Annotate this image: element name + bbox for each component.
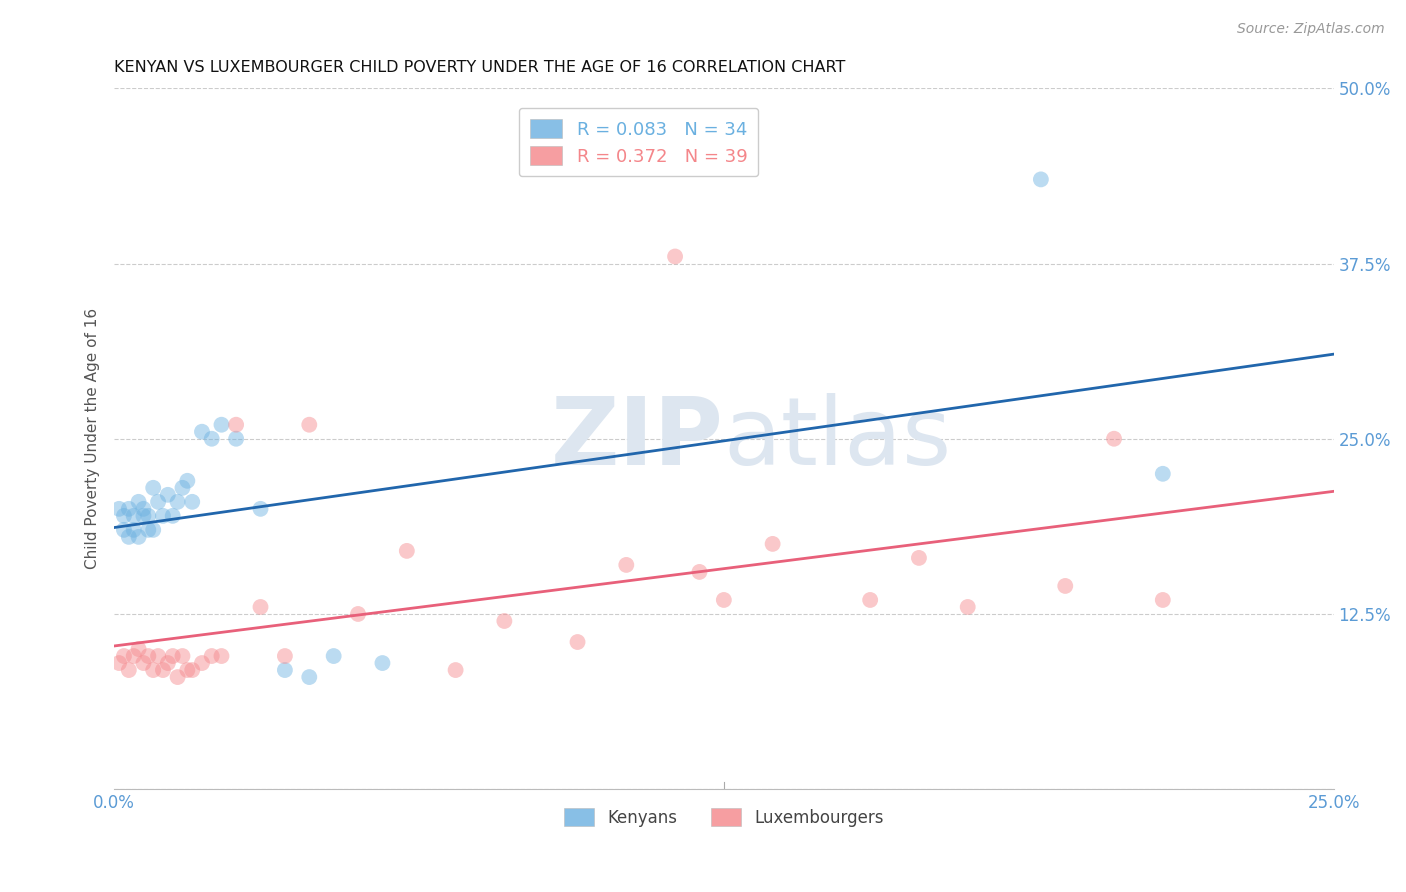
Point bbox=[122, 523, 145, 537]
Point bbox=[664, 250, 686, 264]
Point bbox=[298, 670, 321, 684]
Point bbox=[1029, 172, 1052, 186]
Point bbox=[762, 537, 785, 551]
Point bbox=[146, 495, 169, 509]
Point bbox=[191, 425, 214, 439]
Point bbox=[108, 656, 131, 670]
Point bbox=[567, 635, 589, 649]
Legend: Kenyans, Luxembourgers: Kenyans, Luxembourgers bbox=[557, 801, 890, 833]
Point bbox=[322, 648, 344, 663]
Text: Source: ZipAtlas.com: Source: ZipAtlas.com bbox=[1237, 22, 1385, 37]
Point bbox=[128, 530, 150, 544]
Point bbox=[136, 648, 159, 663]
Point bbox=[181, 495, 204, 509]
Point bbox=[132, 508, 155, 523]
Point bbox=[176, 663, 198, 677]
Point bbox=[122, 508, 145, 523]
Point bbox=[1152, 467, 1174, 481]
Point bbox=[371, 656, 394, 670]
Point bbox=[132, 656, 155, 670]
Text: ZIP: ZIP bbox=[551, 392, 724, 484]
Point bbox=[136, 508, 159, 523]
Point bbox=[688, 565, 710, 579]
Point bbox=[274, 648, 297, 663]
Point bbox=[166, 670, 188, 684]
Point bbox=[118, 530, 141, 544]
Point bbox=[108, 501, 131, 516]
Point bbox=[152, 663, 174, 677]
Point bbox=[156, 488, 179, 502]
Point bbox=[162, 648, 184, 663]
Point bbox=[211, 417, 233, 432]
Text: atlas: atlas bbox=[724, 392, 952, 484]
Point bbox=[614, 558, 637, 572]
Point bbox=[176, 474, 198, 488]
Point bbox=[118, 501, 141, 516]
Point bbox=[908, 550, 931, 565]
Point bbox=[118, 663, 141, 677]
Point bbox=[128, 495, 150, 509]
Point bbox=[181, 663, 204, 677]
Point bbox=[713, 593, 735, 607]
Point bbox=[132, 501, 155, 516]
Point bbox=[146, 648, 169, 663]
Point bbox=[444, 663, 467, 677]
Y-axis label: Child Poverty Under the Age of 16: Child Poverty Under the Age of 16 bbox=[86, 308, 100, 569]
Point bbox=[112, 523, 135, 537]
Point bbox=[211, 648, 233, 663]
Point bbox=[152, 508, 174, 523]
Text: KENYAN VS LUXEMBOURGER CHILD POVERTY UNDER THE AGE OF 16 CORRELATION CHART: KENYAN VS LUXEMBOURGER CHILD POVERTY UND… bbox=[114, 60, 845, 75]
Point bbox=[112, 648, 135, 663]
Point bbox=[347, 607, 370, 621]
Point bbox=[142, 523, 165, 537]
Point bbox=[162, 508, 184, 523]
Point bbox=[172, 648, 194, 663]
Point bbox=[112, 508, 135, 523]
Point bbox=[298, 417, 321, 432]
Point bbox=[156, 656, 179, 670]
Point bbox=[249, 599, 271, 614]
Point bbox=[395, 544, 418, 558]
Point bbox=[1054, 579, 1077, 593]
Point bbox=[128, 642, 150, 657]
Point bbox=[191, 656, 214, 670]
Point bbox=[142, 481, 165, 495]
Point bbox=[249, 501, 271, 516]
Point bbox=[201, 648, 224, 663]
Point bbox=[225, 432, 247, 446]
Point bbox=[1152, 593, 1174, 607]
Point bbox=[859, 593, 882, 607]
Point bbox=[494, 614, 516, 628]
Point bbox=[122, 648, 145, 663]
Point bbox=[201, 432, 224, 446]
Point bbox=[274, 663, 297, 677]
Point bbox=[172, 481, 194, 495]
Point bbox=[1102, 432, 1125, 446]
Point bbox=[142, 663, 165, 677]
Point bbox=[166, 495, 188, 509]
Point bbox=[136, 523, 159, 537]
Point bbox=[225, 417, 247, 432]
Point bbox=[956, 599, 979, 614]
